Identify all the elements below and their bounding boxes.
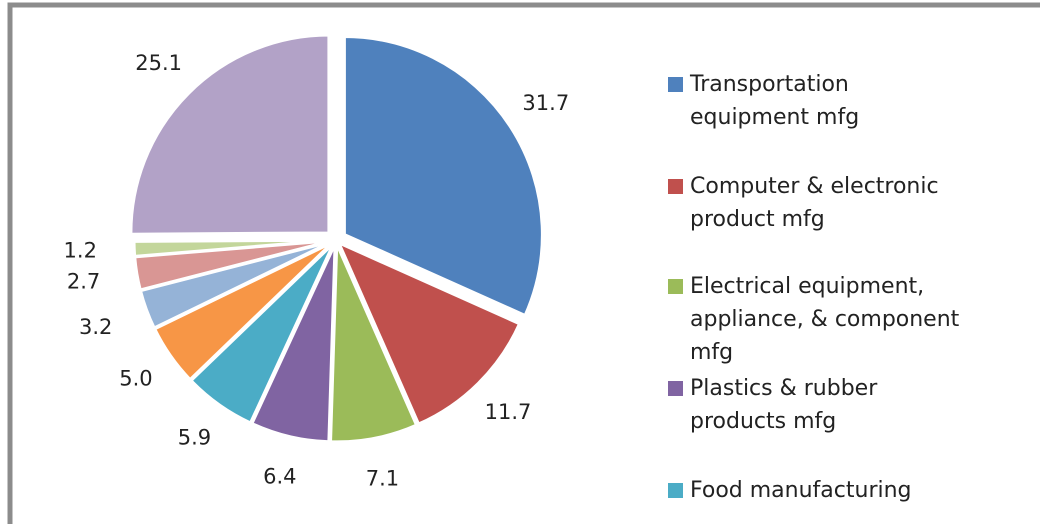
pie-slice <box>249 243 337 444</box>
legend-label: Electrical equipment, appliance, & compo… <box>690 274 960 365</box>
legend-swatch <box>668 381 683 396</box>
legend-swatch <box>668 279 683 294</box>
legend-label: Computer & electronic product mfg <box>690 174 939 232</box>
border <box>7 2 1040 528</box>
data-label: 6.4 <box>263 464 296 488</box>
legend-item: Computer & electronic product mfg <box>668 170 968 236</box>
data-label: 11.7 <box>485 400 532 424</box>
legend-swatch <box>668 179 683 194</box>
pie-slice <box>132 238 333 258</box>
data-label: 3.2 <box>79 315 112 339</box>
data-label: 25.1 <box>135 51 182 75</box>
data-label: 5.9 <box>178 426 211 450</box>
data-label: 7.1 <box>366 467 399 491</box>
data-label: 1.2 <box>64 238 97 262</box>
legend-label: Food manufacturing <box>690 478 912 503</box>
legend-item: Transportation equipment mfg <box>668 68 968 134</box>
legend-label: Transportation equipment mfg <box>690 72 860 130</box>
pie-slice <box>328 243 419 444</box>
legend-item: Food manufacturing <box>668 474 968 507</box>
data-label: 31.7 <box>522 91 569 115</box>
pie-slice <box>129 33 331 236</box>
data-label: 5.0 <box>119 367 152 391</box>
data-label: 2.7 <box>67 269 100 293</box>
legend-swatch <box>668 483 683 498</box>
legend-label: Plastics & rubber products mfg <box>690 376 878 434</box>
pie-slice <box>335 239 522 427</box>
legend-item: Electrical equipment, appliance, & compo… <box>668 270 968 369</box>
legend-swatch <box>668 77 683 92</box>
pie-slice <box>342 35 544 318</box>
legend-item: Plastics & rubber products mfg <box>668 372 968 438</box>
